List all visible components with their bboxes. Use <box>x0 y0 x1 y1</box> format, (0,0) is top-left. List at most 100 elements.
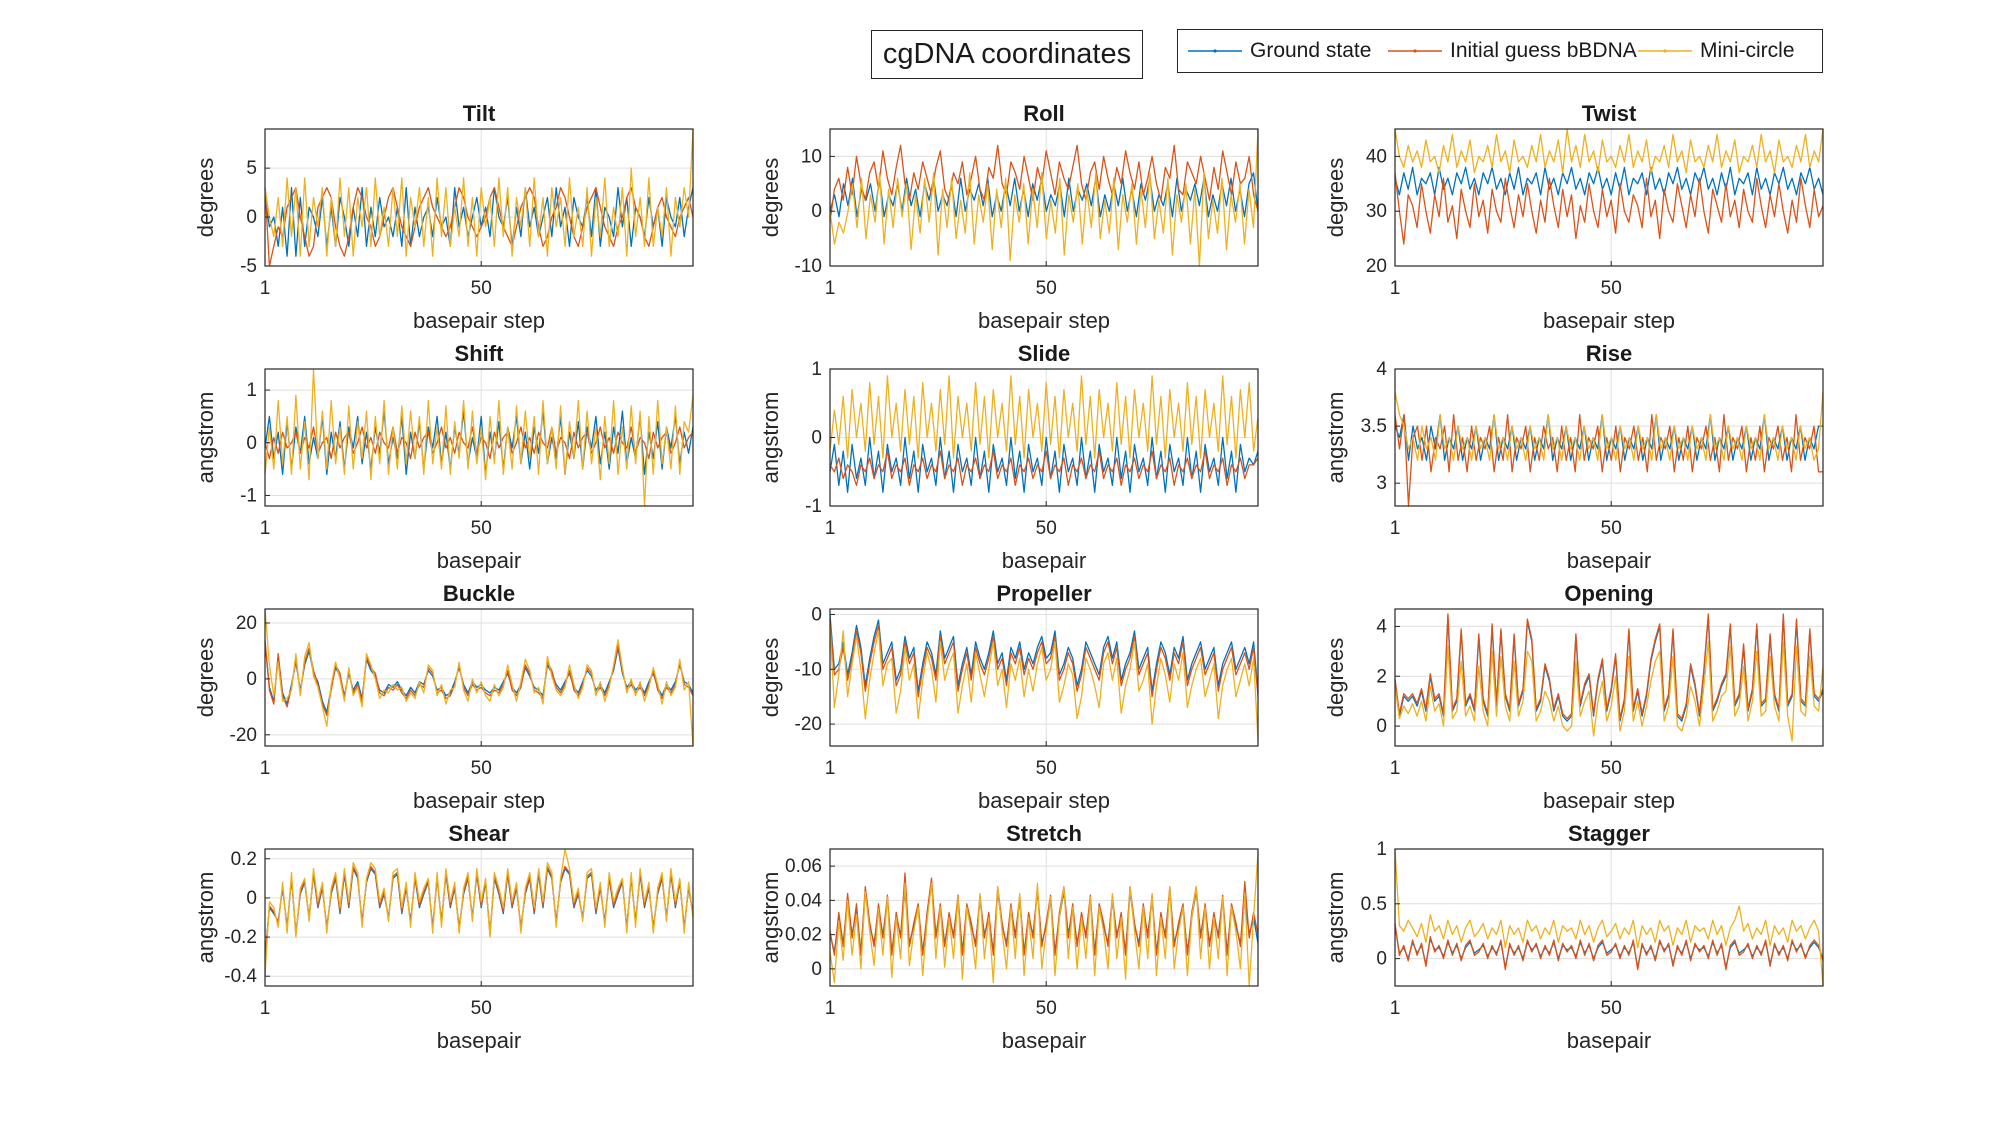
y-tick-label: 0 <box>1376 716 1387 737</box>
y-axis-label: angstrom <box>758 392 783 484</box>
series-line-mini-circle <box>829 852 1259 987</box>
x-tick-label: 1 <box>825 278 836 299</box>
axes-background <box>1395 609 1823 746</box>
x-axis-label: basepair step <box>413 788 545 813</box>
subplot-shear: 1 50 -0.4 -0.2 0 0.2 Shear basepair angstrom <box>193 821 694 1053</box>
subplot-propeller: 1 50 -20 -10 0 Propeller basepair step degrees <box>758 581 1259 813</box>
y-tick-label: -20 <box>795 714 822 735</box>
axes-box <box>1394 368 1824 507</box>
series-line-mini-circle <box>264 368 694 507</box>
axes-background <box>265 129 693 266</box>
series-line-initial-guess-bbdna <box>1394 172 1824 245</box>
x-tick-label: 50 <box>471 518 492 539</box>
subplot-opening: 1 50 0 2 4 Opening basepair step degrees <box>1323 581 1824 813</box>
y-tick-label: 0.06 <box>785 856 822 877</box>
legend[interactable]: Ground state Initial guess bBDNA Mini-ci… <box>1177 29 1823 73</box>
y-axis-label: degrees <box>193 638 218 718</box>
axes-box <box>1394 608 1824 747</box>
x-tick-label: 1 <box>1390 518 1401 539</box>
y-tick-label: -20 <box>230 725 257 746</box>
subplot-buckle: 1 50 -20 0 20 Buckle basepair step degrees <box>193 581 694 813</box>
y-tick-label: -10 <box>795 659 822 680</box>
x-axis-label: basepair step <box>413 308 545 333</box>
subplot-rise: 1 50 3 3.5 4 Rise basepair angstrom <box>1323 341 1824 573</box>
series-line-mini-circle <box>1394 128 1824 174</box>
y-tick-label: 4 <box>1376 359 1387 380</box>
x-tick-label: 50 <box>471 758 492 779</box>
y-axis-label: angstrom <box>1323 872 1348 964</box>
x-tick-label: 1 <box>260 518 271 539</box>
x-tick-label: 1 <box>1390 998 1401 1019</box>
y-tick-label: 0 <box>811 604 822 625</box>
y-tick-label: 0 <box>811 428 822 449</box>
subplot-roll: 1 50 -10 0 10 Roll basepair step degrees <box>758 101 1259 333</box>
series-line-mini-circle <box>1394 848 1824 987</box>
series-line-ground-state <box>1394 166 1824 196</box>
x-tick-label: 50 <box>471 998 492 1019</box>
series-line-mini-circle <box>1394 391 1824 461</box>
subplot-title: Twist <box>1582 101 1637 126</box>
subplot-tilt: 1 50 -5 0 5 Tilt basepair step degrees <box>193 101 694 333</box>
y-tick-label: -0.4 <box>224 966 257 987</box>
x-axis-label: basepair <box>1002 1028 1086 1053</box>
subplot-twist: 1 50 20 30 40 Twist basepair step degrees <box>1323 101 1824 333</box>
series-line-initial-guess-bbdna <box>1394 613 1824 720</box>
series-line-mini-circle <box>264 848 694 977</box>
y-tick-label: 0.5 <box>1361 894 1387 915</box>
subplot-stretch: 1 50 0 0.02 0.04 0.06 Stretch basepair angstrom <box>758 821 1259 1053</box>
subplot-title: Stagger <box>1568 821 1650 846</box>
subplot-title: Propeller <box>996 581 1092 606</box>
x-axis-label: basepair <box>1567 548 1651 573</box>
subplot-shift: 1 50 -1 0 1 Shift basepair angstrom <box>193 341 694 573</box>
x-tick-label: 50 <box>1036 998 1057 1019</box>
legend-entry-mini-circle[interactable]: Mini-circle <box>1638 30 1795 72</box>
series-line-initial-guess-bbdna <box>1394 414 1823 507</box>
legend-entry-initial-guess[interactable]: Initial guess bBDNA <box>1388 30 1637 72</box>
subplot-title: Opening <box>1564 581 1653 606</box>
y-tick-label: 30 <box>1366 201 1387 222</box>
x-axis-label: basepair <box>1567 1028 1651 1053</box>
subplot-title: Tilt <box>463 101 496 126</box>
x-tick-label: 1 <box>260 998 271 1019</box>
legend-label-ground-state: Ground state <box>1250 39 1372 62</box>
legend-entry-ground-state[interactable]: Ground state <box>1188 30 1371 72</box>
x-tick-label: 1 <box>260 758 271 779</box>
series-line-initial-guess-bbdna <box>829 144 1259 223</box>
x-tick-label: 50 <box>1036 758 1057 779</box>
series-line-mini-circle <box>264 128 694 257</box>
y-tick-label: 0 <box>1376 949 1387 970</box>
subplot-title: Slide <box>1018 341 1071 366</box>
y-tick-label: 5 <box>246 158 257 179</box>
x-axis-label: basepair <box>437 1028 521 1053</box>
y-tick-label: 3 <box>1376 473 1387 494</box>
axes-background <box>1395 129 1823 266</box>
y-tick-label: 0 <box>246 888 257 909</box>
axes-background <box>830 849 1258 986</box>
legend-line-ground-state <box>1188 49 1242 53</box>
x-axis-label: basepair <box>437 548 521 573</box>
subplot-title: Shear <box>448 821 510 846</box>
legend-line-mini-circle <box>1638 49 1692 53</box>
y-tick-label: 2 <box>1376 666 1387 687</box>
axes-background <box>1395 849 1823 986</box>
y-tick-label: 20 <box>236 613 257 634</box>
series-line-initial-guess-bbdna <box>1394 923 1824 971</box>
axes-box <box>264 128 694 267</box>
y-axis-label: degrees <box>193 158 218 238</box>
x-axis-label: basepair step <box>1543 788 1675 813</box>
y-tick-label: 0.04 <box>785 890 822 911</box>
axes-box <box>1394 848 1824 987</box>
y-tick-label: 1 <box>811 359 822 380</box>
series-line-initial-guess-bbdna <box>829 450 1259 487</box>
x-tick-label: 50 <box>1601 518 1622 539</box>
legend-label-initial-guess: Initial guess bBDNA <box>1450 39 1637 62</box>
y-tick-label: -10 <box>795 256 822 277</box>
subplot-title: Shift <box>455 341 505 366</box>
subplot-title: Buckle <box>443 581 515 606</box>
series-line-mini-circle <box>829 375 1259 459</box>
axes-box <box>829 848 1259 987</box>
y-tick-label: -1 <box>805 496 822 517</box>
axes-background <box>265 609 693 746</box>
